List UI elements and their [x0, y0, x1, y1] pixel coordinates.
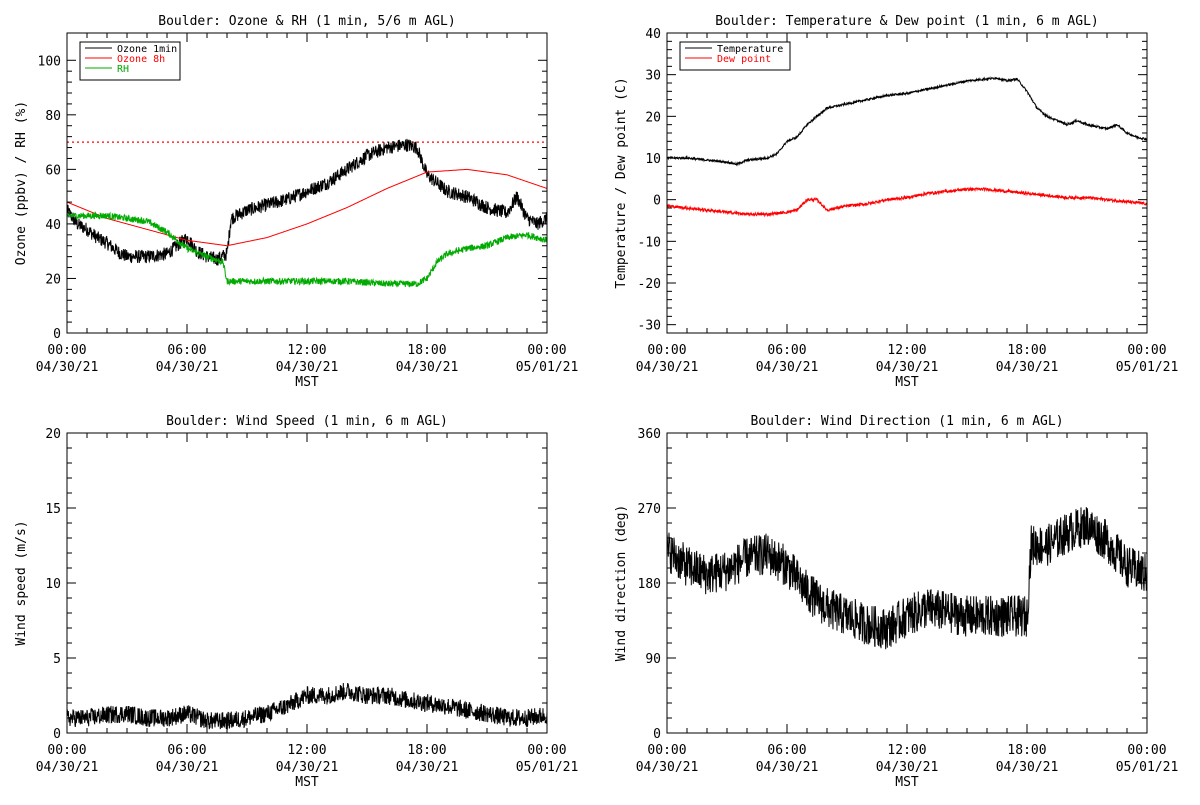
y-tick-label: 10 — [645, 152, 661, 167]
chart-title: Boulder: Wind Direction (1 min, 6 m AGL) — [750, 414, 1063, 429]
y-tick-label: 40 — [45, 218, 61, 233]
y-tick-label: 0 — [53, 727, 61, 742]
y-tick-label: 360 — [638, 427, 661, 442]
y-axis-label: Wind speed (m/s) — [14, 520, 29, 645]
series-line-wind-speed — [67, 682, 547, 730]
y-tick-label: 5 — [53, 652, 61, 667]
x-tick-date: 04/30/21 — [276, 760, 339, 775]
y-tick-label: -30 — [638, 319, 661, 334]
x-tick-date: 04/30/21 — [156, 760, 219, 775]
x-tick-time: 18:00 — [1007, 743, 1046, 758]
y-tick-label: 20 — [645, 110, 661, 125]
x-tick-date: 04/30/21 — [756, 360, 819, 375]
x-tick-time: 06:00 — [167, 343, 206, 358]
y-tick-label: 80 — [45, 109, 61, 124]
x-tick-date: 04/30/21 — [996, 760, 1059, 775]
x-tick-time: 06:00 — [767, 343, 806, 358]
x-tick-time: 00:00 — [1127, 743, 1166, 758]
series-line-dew-point — [667, 186, 1147, 218]
x-tick-date: 04/30/21 — [636, 760, 699, 775]
x-axis-label: MST — [895, 375, 919, 390]
series-line-wind-direction — [667, 507, 1147, 650]
x-tick-date: 04/30/21 — [36, 760, 99, 775]
y-tick-label: 20 — [45, 427, 61, 442]
y-tick-label: 270 — [638, 502, 661, 517]
x-tick-time: 12:00 — [887, 743, 926, 758]
series-line-ozone-1min — [67, 138, 547, 266]
legend-label: Temperature — [717, 44, 783, 55]
x-tick-date: 04/30/21 — [156, 360, 219, 375]
y-tick-label: -10 — [638, 235, 661, 250]
x-tick-time: 18:00 — [407, 743, 446, 758]
legend-label: Ozone 8h — [117, 54, 165, 65]
x-tick-time: 12:00 — [287, 343, 326, 358]
x-tick-date: 04/30/21 — [876, 360, 939, 375]
y-axis-label: Temperature / Dew point (C) — [614, 77, 629, 288]
y-tick-label: 10 — [45, 577, 61, 592]
y-tick-label: 60 — [45, 163, 61, 178]
x-tick-time: 00:00 — [527, 343, 566, 358]
x-tick-time: 00:00 — [47, 343, 86, 358]
x-tick-time: 00:00 — [647, 743, 686, 758]
x-tick-date: 04/30/21 — [996, 360, 1059, 375]
y-tick-label: 0 — [653, 727, 661, 742]
chart-temp_dew: Boulder: Temperature & Dew point (1 min,… — [614, 14, 1178, 390]
x-tick-time: 12:00 — [287, 743, 326, 758]
x-tick-time: 06:00 — [167, 743, 206, 758]
x-tick-date: 04/30/21 — [36, 360, 99, 375]
y-tick-label: 0 — [53, 327, 61, 342]
x-axis-label: MST — [295, 375, 319, 390]
x-tick-date: 04/30/21 — [636, 360, 699, 375]
legend-label: Dew point — [717, 54, 771, 65]
x-tick-time: 18:00 — [1007, 343, 1046, 358]
y-tick-label: 15 — [45, 502, 61, 517]
x-tick-date: 04/30/21 — [756, 760, 819, 775]
y-axis-label: Wind direction (deg) — [614, 505, 629, 662]
x-tick-date: 04/30/21 — [396, 760, 459, 775]
x-axis-label: MST — [895, 775, 919, 790]
x-tick-time: 12:00 — [887, 343, 926, 358]
series-line-rh — [67, 210, 547, 288]
x-tick-time: 18:00 — [407, 343, 446, 358]
chart-title: Boulder: Ozone & RH (1 min, 5/6 m AGL) — [158, 14, 455, 29]
legend-box — [679, 41, 791, 71]
y-tick-label: 0 — [653, 194, 661, 209]
chart-ozone_rh: Boulder: Ozone & RH (1 min, 5/6 m AGL) 0 2… — [14, 14, 578, 390]
x-tick-date: 04/30/21 — [276, 360, 339, 375]
series-line-temperature — [667, 75, 1147, 167]
x-tick-time: 00:00 — [47, 743, 86, 758]
plot-frame — [666, 32, 1148, 334]
x-tick-date: 05/01/21 — [516, 360, 579, 375]
chart-wind_dir: Boulder: Wind Direction (1 min, 6 m AGL)… — [614, 414, 1178, 790]
y-tick-label: 30 — [645, 69, 661, 84]
x-tick-time: 00:00 — [527, 743, 566, 758]
y-tick-label: 40 — [645, 27, 661, 42]
x-axis-label: MST — [295, 775, 319, 790]
y-axis-label: Ozone (ppbv) / RH (%) — [14, 101, 29, 265]
y-tick-label: 20 — [45, 272, 61, 287]
y-tick-label: 90 — [645, 652, 661, 667]
x-tick-date: 05/01/21 — [1116, 760, 1179, 775]
chart-wind_speed: Boulder: Wind Speed (1 min, 6 m AGL) 0 5 10… — [14, 414, 578, 790]
x-tick-time: 00:00 — [647, 343, 686, 358]
y-tick-label: 100 — [38, 54, 61, 69]
x-tick-date: 05/01/21 — [516, 760, 579, 775]
x-tick-time: 06:00 — [767, 743, 806, 758]
series-line-ozone-8h — [67, 168, 547, 247]
x-tick-date: 05/01/21 — [1116, 360, 1179, 375]
chart-title: Boulder: Wind Speed (1 min, 6 m AGL) — [166, 414, 448, 429]
x-tick-time: 00:00 — [1127, 343, 1166, 358]
chart-title: Boulder: Temperature & Dew point (1 min,… — [715, 14, 1099, 29]
x-tick-date: 04/30/21 — [876, 760, 939, 775]
legend-label: RH — [117, 64, 129, 75]
y-tick-label: 180 — [638, 577, 661, 592]
y-tick-label: -20 — [638, 277, 661, 292]
legend-label: Ozone 1min — [117, 44, 177, 55]
x-tick-date: 04/30/21 — [396, 360, 459, 375]
